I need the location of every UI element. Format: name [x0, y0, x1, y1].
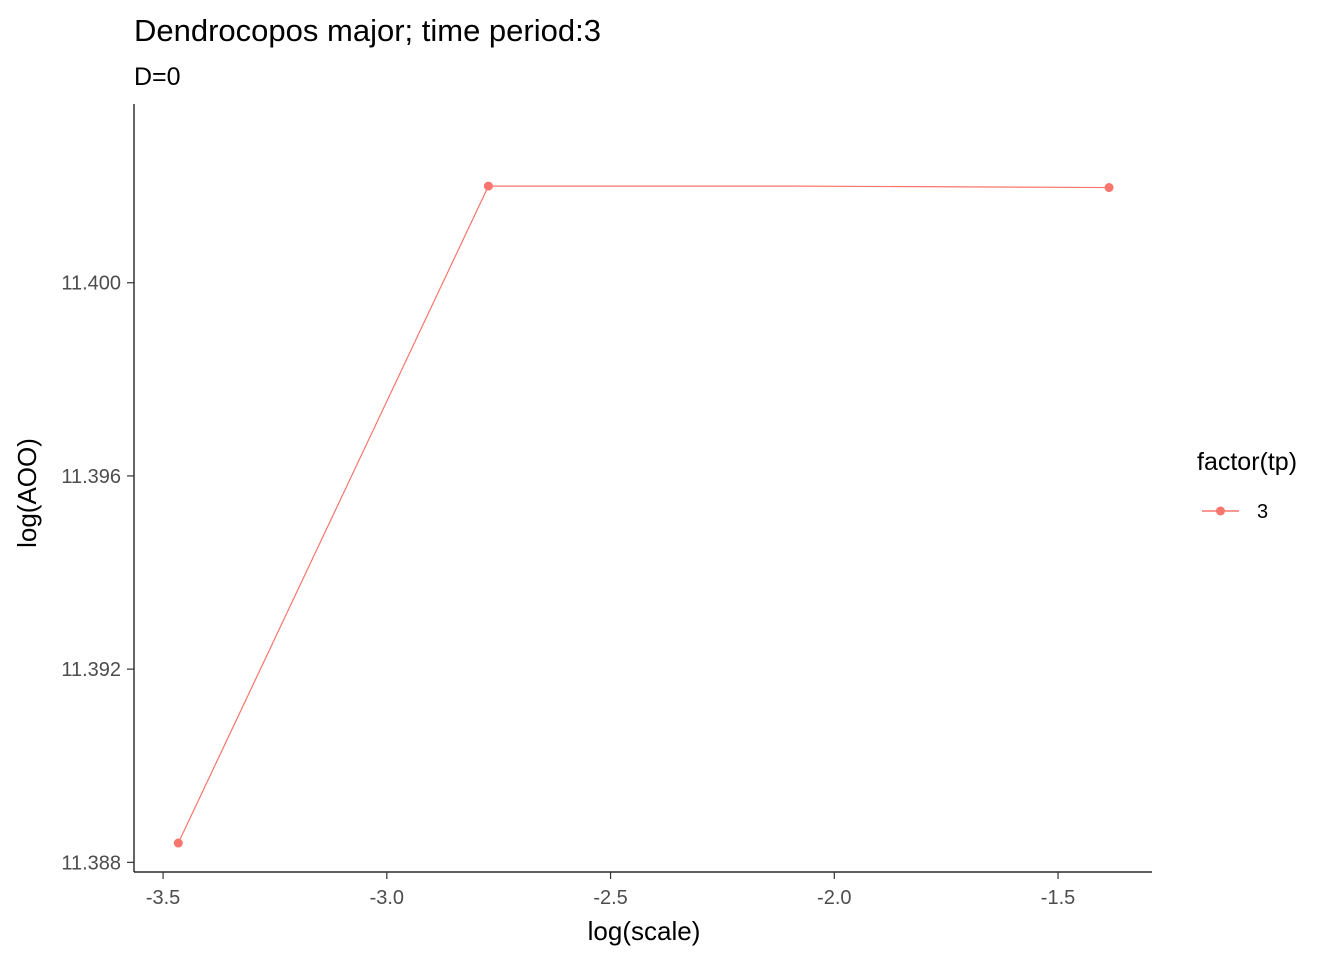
x-tick-label: -2.0 [817, 887, 851, 909]
y-tick-label: 11.396 [61, 466, 121, 488]
y-ticks: 11.388 11.392 11.396 11.400 [61, 273, 134, 874]
legend-title: factor(tp) [1197, 448, 1297, 476]
chart-subtitle: D=0 [134, 63, 181, 91]
x-tick-label: -3.5 [146, 887, 180, 909]
data-point [483, 181, 493, 191]
y-tick-label: 11.388 [61, 852, 121, 874]
data-point [173, 838, 183, 848]
chart-title: Dendrocopos major; time period:3 [134, 13, 601, 48]
y-tick-label: 11.392 [61, 659, 121, 681]
y-tick-label: 11.400 [61, 273, 121, 295]
axes: -3.5 -3.0 -2.5 -2.0 -1.5 11.38811.39211.3961… [61, 104, 1152, 909]
legend-key-point [1216, 506, 1225, 516]
x-tick-label: -3.0 [370, 887, 404, 909]
x-tick-label: -2.5 [593, 887, 627, 909]
legend-entries: 3 [1202, 501, 1268, 523]
y-axis-title: log(AOO) [12, 438, 42, 548]
x-ticks: -3.5 -3.0 -2.5 -2.0 -1.5 [146, 872, 1075, 909]
legend: factor(tp) 3 [1197, 448, 1297, 523]
plot-area [173, 181, 1114, 848]
legend-label: 3 [1257, 501, 1268, 523]
x-axis-title: log(scale) [588, 916, 701, 946]
data-point [1104, 183, 1114, 193]
x-tick-label: -1.5 [1041, 887, 1075, 909]
series-line [177, 185, 1110, 844]
